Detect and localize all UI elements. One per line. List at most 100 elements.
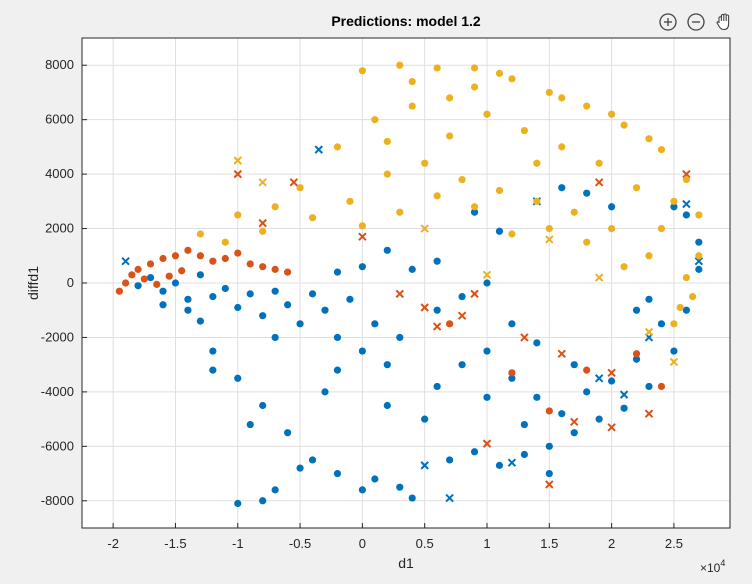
data-point-dot [383,246,391,254]
x-marker-stroke [694,257,704,266]
data-point-dot [645,135,653,143]
y-tick-label: -2000 [41,329,74,344]
data-point-dot [296,320,304,328]
data-point-dot [583,238,591,246]
data-point-dot [333,333,342,342]
x-tick-label: 1.5 [540,536,558,551]
x-marker-stroke [557,349,566,358]
data-point-dot [396,483,404,491]
data-point-dot [346,295,354,303]
data-point-dot [333,469,342,478]
zoom-in-glyph [659,13,677,31]
data-point-dot [159,287,167,295]
data-point-dot [570,208,578,216]
data-point-x [470,289,479,299]
data-point-x [420,461,429,470]
x-tick-label: -1.5 [164,536,186,551]
y-tick-label: 6000 [45,112,74,127]
x-tick-label: 0.5 [416,536,434,551]
x-marker-stroke [482,439,492,448]
data-point-dot [545,407,553,415]
data-point-dot [358,67,366,75]
data-point-dot [632,184,641,192]
data-point-dot [122,279,130,287]
data-point-x [358,232,367,241]
x-tick-label: -1 [232,536,244,551]
data-point-dot [333,366,342,374]
data-point-x [457,311,467,320]
data-point-dot [470,83,479,91]
data-point-dot [470,64,479,72]
data-point-dot [520,126,528,135]
x-marker-stroke [594,273,604,282]
data-point-x [545,480,554,489]
data-point-dot [446,132,454,140]
data-point-dot [383,137,391,146]
data-point-dot [483,347,491,355]
x-exponent-base: ×10 [700,561,721,575]
data-point-dot [246,290,254,298]
x-marker-stroke [607,368,616,378]
data-point-x [233,169,242,179]
data-point-dot [408,494,416,502]
data-point-dot [171,252,180,260]
data-point-dot [620,263,628,271]
data-point-dot [184,295,192,303]
data-point-dot [483,393,491,401]
x-marker-stroke [644,409,654,418]
data-point-dot [570,361,578,369]
data-point-dot [495,461,504,469]
data-point-x [644,409,654,418]
data-point-dot [433,382,441,391]
data-point-dot [134,265,142,273]
y-tick-label: 0 [67,275,74,290]
data-point-dot [570,429,578,437]
data-point-dot [234,303,242,312]
data-point-dot [383,170,391,178]
data-point-dot [670,320,678,328]
data-point-dot [308,214,317,222]
x-tick-label: 0 [359,536,366,551]
data-point-dot [483,279,491,287]
data-point-x [594,178,604,187]
zoom-in-icon[interactable] [657,11,679,33]
data-point-dot [657,382,666,391]
data-point-dot [221,284,229,293]
y-tick-label: -4000 [41,384,74,399]
y-tick-label: -8000 [41,493,74,508]
pan-hand-icon[interactable] [713,11,735,33]
data-point-dot [128,271,136,279]
x-marker-stroke [520,333,529,342]
data-point-dot [196,271,204,279]
x-marker-stroke [507,458,517,467]
data-point-dot [533,339,541,347]
data-point-dot [296,464,304,472]
x-marker-stroke [233,169,242,179]
data-point-dot [371,116,379,124]
x-marker-stroke [445,493,454,503]
data-point-dot [620,121,628,129]
data-point-dot [159,301,167,309]
data-point-dot [115,287,123,295]
data-point-dot [178,267,186,275]
data-point-dot [446,94,454,102]
data-point-dot [583,102,591,110]
y-tick-label: 8000 [45,57,74,72]
data-point-dot [271,203,279,211]
data-point-dot [682,211,690,219]
data-point-dot [645,295,653,303]
data-point-dot [146,273,155,282]
data-point-dot [221,254,229,263]
data-point-x [594,374,604,383]
data-point-dot [657,320,666,328]
data-point-x [594,273,604,282]
zoom-out-icon[interactable] [685,11,707,33]
data-point-x [607,368,616,378]
data-point-dot [308,456,317,464]
data-point-dot [433,64,441,72]
scatter-data [115,61,704,508]
data-point-x [258,178,267,187]
data-point-dot [558,184,566,192]
data-point-dot [558,410,566,418]
